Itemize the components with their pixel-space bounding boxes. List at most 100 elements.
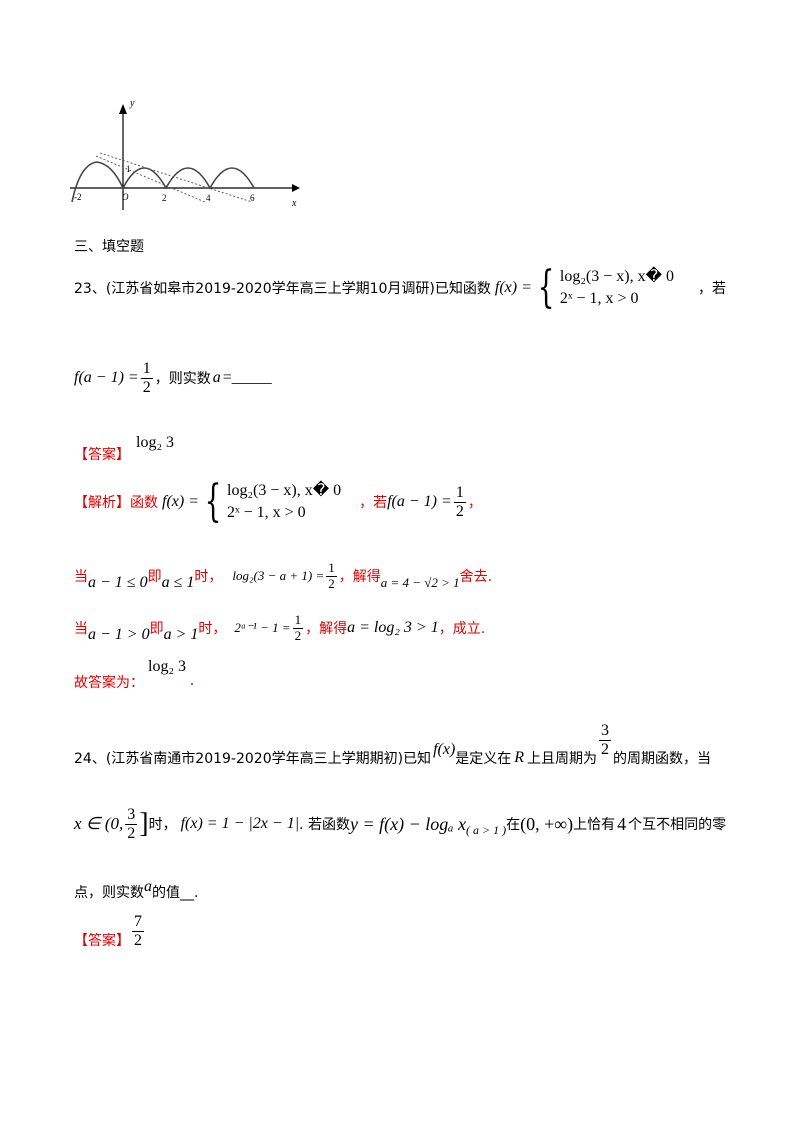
q24-t8: 个互不相同的零 xyxy=(628,817,727,834)
answer-blank: =_____ xyxy=(222,369,272,387)
solution-lead: 函数 xyxy=(130,495,158,511)
final-lead: 故答案为： xyxy=(74,675,144,691)
case2-then: 时， xyxy=(198,621,227,637)
section-title: 三、填空题 xyxy=(74,239,144,255)
answer-tag: 【答案】 xyxy=(74,447,130,463)
q24-t7: 上恰有 xyxy=(573,817,616,834)
case1-log: log₂(3 − a + 1) = xyxy=(232,568,325,583)
sol-piecewise: log₂(3 − x), x� 0 2ˣ − 1, x > 0 xyxy=(227,480,341,524)
case2-result: a = log₂ 3 > 1 xyxy=(347,619,439,636)
q24-t3: 的周期函数，当 xyxy=(613,751,712,767)
q23-answer: 【答案】 log₂ 3 xyxy=(74,434,174,464)
x-tick-4: 4 xyxy=(206,193,211,203)
q24-count: 4 xyxy=(617,813,627,834)
q24-t5: . 若函数 xyxy=(299,817,350,834)
x-axis-arrow xyxy=(292,184,300,192)
function-graph: y x 1 -2 O 2 4 6 xyxy=(70,98,300,210)
q24-def: f(x) = 1 − |2x − 1| xyxy=(180,815,300,833)
case1-result: a = 4 − √2 > 1 xyxy=(380,575,460,590)
curve xyxy=(71,161,255,203)
final-value: log₂ 3 xyxy=(148,658,187,675)
q24-interval: (0, +∞) xyxy=(520,813,574,834)
case2-ineq: a − 1 > 0 xyxy=(88,626,150,643)
case1-reject: 舍去. xyxy=(459,569,493,585)
q24-t4: 时， xyxy=(148,817,177,834)
q24-answer-tag: 【答案】 xyxy=(74,933,130,949)
case1-then: 时， xyxy=(194,569,223,585)
q24-line3: 点，则实数 a 的值__. xyxy=(74,878,198,902)
q24-t6: 在 xyxy=(506,817,521,834)
x-tick-2: 2 xyxy=(162,193,167,203)
final-dot: . xyxy=(190,672,195,689)
q23-statement: 23、 (江苏省如皋市2019-2020学年高三上学期10月调研) 已知函数 f… xyxy=(74,266,726,310)
q24-t1: 是定义在 xyxy=(455,751,512,767)
piece-2: 2ˣ − 1, x > 0 xyxy=(559,290,639,307)
q24-t2: 上且周期为 xyxy=(527,751,598,767)
solution-tag: 【解析】 xyxy=(74,495,130,511)
var-a: a xyxy=(212,369,221,387)
q24-fx: f(x) xyxy=(433,741,456,758)
case1-ineq: a − 1 ≤ 0 xyxy=(88,574,148,591)
tangent-line-1 xyxy=(95,155,206,203)
case2-when: 当 xyxy=(74,621,88,637)
sol-brace: { xyxy=(204,476,222,527)
q24-avar: a xyxy=(144,878,152,895)
sol-if: ，若 xyxy=(359,495,388,511)
q23-solution: 【解析】 函数 f(x) = { log₂(3 − x), x� 0 2ˣ − … xyxy=(74,480,482,524)
q24-statement: 24、 (江苏省南通市2019-2020学年高三上学期期初) 已知 f(x) 是… xyxy=(74,712,711,768)
q24-lead: 已知 xyxy=(403,751,432,767)
case-1: 当 a − 1 ≤ 0 即 a ≤ 1 时， log₂(3 − a + 1) =… xyxy=(74,560,492,592)
answer-value: log₂ 3 xyxy=(136,434,175,451)
tangent-line-2 xyxy=(99,152,253,203)
q24-t10: 的值__. xyxy=(152,885,199,901)
domain-end: ] xyxy=(139,808,149,840)
q24-cond: ( a > 1 ) xyxy=(466,822,507,837)
case2-solve: ，解得 xyxy=(305,621,348,637)
condition-eq: f(a − 1) = xyxy=(74,369,139,387)
q24-R: R xyxy=(514,749,525,766)
q24-source: (江苏省南通市2019-2020学年高三上学期期初) xyxy=(105,751,404,767)
q24-t9: 点，则实数 xyxy=(74,885,144,901)
sol-piece-2: 2ˣ − 1, x > 0 xyxy=(227,504,306,521)
case1-ie: 即 xyxy=(147,569,162,585)
case2-a: a > 1 xyxy=(163,626,199,643)
case2-accept: ，成立. xyxy=(438,621,486,637)
q23-source: (江苏省如皋市2019-2020学年高三上学期10月调研) xyxy=(105,281,435,297)
piecewise-def: log₂(3 − x), x� 0 2ˣ − 1, x > 0 xyxy=(560,266,674,310)
q23-trail: ，若 xyxy=(697,281,726,297)
q23-number: 23、 xyxy=(74,281,106,297)
piecewise-brace: { xyxy=(537,262,555,313)
case2-exp: 2ᵃ⁻¹ − 1 = xyxy=(234,620,291,635)
q24-number: 24、 xyxy=(74,751,106,767)
sol-comma: ， xyxy=(467,495,482,511)
final-answer: 故答案为： log₂ 3 . xyxy=(74,658,194,692)
y-tick-1: 1 xyxy=(126,164,131,174)
y-axis-label: y xyxy=(129,98,135,109)
case1-when: 当 xyxy=(74,569,88,585)
q23-function: f(x) = xyxy=(494,279,532,296)
ask-text: ，则实数 xyxy=(154,371,211,388)
y-axis-arrow xyxy=(119,104,127,114)
x-tick-6: 6 xyxy=(250,193,255,203)
case1-solve: ，解得 xyxy=(338,569,381,585)
q23-lead: 已知函数 xyxy=(434,281,491,297)
case2-ie: 即 xyxy=(149,621,164,637)
origin-label: O xyxy=(122,192,129,202)
q24-yfun: y = f(x) − logₐ x xyxy=(350,813,467,834)
sol-piece-1: log₂(3 − x), x� 0 xyxy=(227,482,342,499)
x-axis-label: x xyxy=(291,198,297,209)
x-tick-neg2: -2 xyxy=(74,192,82,202)
sol-function: f(x) = xyxy=(162,493,199,510)
case1-a: a ≤ 1 xyxy=(161,574,195,591)
domain-start: x ∈ (0, xyxy=(74,814,124,834)
